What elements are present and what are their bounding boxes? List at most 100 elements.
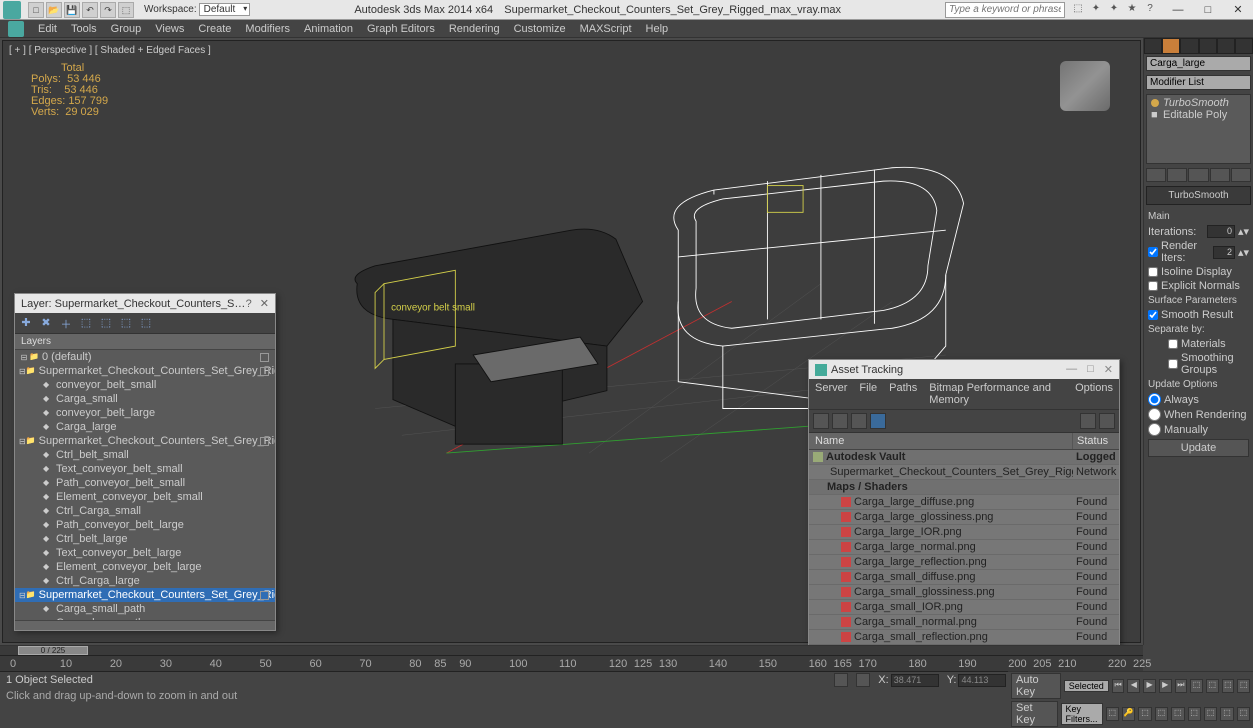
asset-row[interactable]: Carga_large_reflection.pngFound xyxy=(809,555,1119,570)
menu-help[interactable]: Help xyxy=(646,23,669,35)
menu-rendering[interactable]: Rendering xyxy=(449,23,500,35)
goto-start-icon[interactable]: ⏮ xyxy=(1112,679,1125,693)
layer-row[interactable]: ◆Path_conveyor_belt_large xyxy=(15,518,275,532)
layer-row[interactable]: ◆Ctrl_Carga_large xyxy=(15,574,275,588)
prefs-icon[interactable] xyxy=(1080,413,1096,429)
nav-1-icon[interactable]: ⬚ xyxy=(1190,679,1203,693)
nav-6-icon[interactable]: ⬚ xyxy=(1155,707,1168,721)
rollout-turbosmooth[interactable]: TurboSmooth xyxy=(1146,186,1251,205)
layer-row[interactable]: ◆Ctrl_Carga_small xyxy=(15,504,275,518)
layer-row[interactable]: ⊟📁Supermarket_Checkout_Counters_Set_Grey… xyxy=(15,364,275,378)
x-coord-input[interactable] xyxy=(891,674,939,687)
asset-panel-titlebar[interactable]: Asset Tracking —□✕ xyxy=(809,360,1119,379)
sep-materials-check[interactable] xyxy=(1168,339,1178,349)
qat-save-icon[interactable]: 💾 xyxy=(64,2,80,18)
layer-row[interactable]: ◆Element_conveyor_belt_small xyxy=(15,490,275,504)
update-button[interactable]: Update xyxy=(1148,439,1249,457)
asset-row[interactable]: Carga_large_normal.pngFound xyxy=(809,540,1119,555)
layer-row[interactable]: ◆conveyor_belt_large xyxy=(15,406,275,420)
nav-2-icon[interactable]: ⬚ xyxy=(1206,679,1219,693)
qat-link-icon[interactable]: ⬚ xyxy=(118,2,134,18)
application-button-icon[interactable] xyxy=(8,21,24,37)
qat-redo-icon[interactable]: ↷ xyxy=(100,2,116,18)
menu-server[interactable]: Server xyxy=(815,382,847,406)
asset-row[interactable]: Carga_small_diffuse.pngFound xyxy=(809,570,1119,585)
tab-hierarchy-icon[interactable] xyxy=(1180,38,1198,54)
exchange-icon[interactable]: ✦ xyxy=(1107,3,1121,17)
nav-4-icon[interactable]: ⬚ xyxy=(1237,679,1250,693)
time-slider-knob[interactable]: 0 / 225 xyxy=(18,646,88,655)
view-tree-icon[interactable] xyxy=(832,413,848,429)
select-objects-icon[interactable]: ⬚ xyxy=(79,316,93,330)
key-icon[interactable]: 🔑 xyxy=(1122,707,1135,721)
maximize-button[interactable]: □ xyxy=(1193,1,1223,19)
view-list-icon[interactable] xyxy=(851,413,867,429)
asset-row[interactable]: Carga_small_reflection.pngFound xyxy=(809,630,1119,645)
workspace-dropdown[interactable]: Default xyxy=(199,3,251,16)
asset-list[interactable]: Autodesk VaultLogged OutSupermarket_Chec… xyxy=(809,450,1119,645)
subscription-icon[interactable]: ✦ xyxy=(1089,3,1103,17)
layer-tree[interactable]: ⊟📁0 (default)⊟📁Supermarket_Checkout_Coun… xyxy=(15,350,275,620)
qat-undo-icon[interactable]: ↶ xyxy=(82,2,98,18)
viewcube-icon[interactable] xyxy=(1060,61,1110,111)
asset-row[interactable]: Carga_large_glossiness.pngFound xyxy=(809,510,1119,525)
asset-row[interactable]: Maps / Shaders xyxy=(809,480,1119,495)
layer-row[interactable]: ⊟📁Supermarket_Checkout_Counters_Set_Grey… xyxy=(15,588,275,602)
snap-icon[interactable] xyxy=(856,673,870,687)
layer-scrollbar[interactable] xyxy=(15,620,275,630)
smooth-result-check[interactable] xyxy=(1148,310,1158,320)
refresh-icon[interactable] xyxy=(813,413,829,429)
tab-utilities-icon[interactable] xyxy=(1235,38,1253,54)
bulb-icon[interactable] xyxy=(1151,99,1159,107)
tab-display-icon[interactable] xyxy=(1217,38,1235,54)
asset-row[interactable]: Supermarket_Checkout_Counters_Set_Grey_R… xyxy=(809,465,1119,480)
favorites-icon[interactable]: ★ xyxy=(1125,3,1139,17)
nav-5-icon[interactable]: ⬚ xyxy=(1138,707,1151,721)
minimize-button[interactable]: — xyxy=(1163,1,1193,19)
lock-icon[interactable] xyxy=(834,673,848,687)
menu-customize[interactable]: Customize xyxy=(514,23,566,35)
menu-maxscript[interactable]: MAXScript xyxy=(580,23,632,35)
object-name-field[interactable]: Carga_large xyxy=(1146,56,1251,71)
tab-motion-icon[interactable] xyxy=(1199,38,1217,54)
upd-manual-radio[interactable] xyxy=(1148,423,1161,436)
asset-row[interactable]: Carga_small_IOR.pngFound xyxy=(809,600,1119,615)
menu-modifiers[interactable]: Modifiers xyxy=(245,23,290,35)
layer-row[interactable]: ◆Path_conveyor_belt_small xyxy=(15,476,275,490)
menu-tools[interactable]: Tools xyxy=(71,23,97,35)
nav-8-icon[interactable]: ⬚ xyxy=(1188,707,1201,721)
layer-row[interactable]: ◆Carga_large xyxy=(15,420,275,434)
modifier-list-dropdown[interactable]: Modifier List xyxy=(1146,75,1251,90)
add-to-layer-icon[interactable]: ＋ xyxy=(59,316,73,330)
proxy-icon[interactable] xyxy=(1099,413,1115,429)
next-frame-icon[interactable]: ▶ xyxy=(1159,679,1172,693)
freeze-icon[interactable]: ⬚ xyxy=(139,316,153,330)
nav-3-icon[interactable]: ⬚ xyxy=(1222,679,1235,693)
menu-paths[interactable]: Paths xyxy=(889,382,917,406)
prev-frame-icon[interactable]: ◀ xyxy=(1127,679,1140,693)
nav-11-icon[interactable]: ⬚ xyxy=(1237,707,1250,721)
menu-grapheditors[interactable]: Graph Editors xyxy=(367,23,435,35)
menu-group[interactable]: Group xyxy=(111,23,142,35)
menu-views[interactable]: Views xyxy=(155,23,184,35)
layer-row[interactable]: ◆Carga_small xyxy=(15,392,275,406)
time-ruler[interactable]: 0102030405060708085901001101201251301401… xyxy=(0,656,1143,672)
show-end-icon[interactable] xyxy=(1167,168,1187,182)
qat-new-icon[interactable]: □ xyxy=(28,2,44,18)
layer-row[interactable]: ⊟📁Supermarket_Checkout_Counters_Set_Grey… xyxy=(15,434,275,448)
timeconfig-icon[interactable]: ⬚ xyxy=(1106,707,1119,721)
delete-layer-icon[interactable]: ✖ xyxy=(39,316,53,330)
render-iters-spinner[interactable]: 2 xyxy=(1213,246,1235,259)
qat-open-icon[interactable]: 📂 xyxy=(46,2,62,18)
asset-row[interactable]: Carga_large_IOR.pngFound xyxy=(809,525,1119,540)
viewport-label[interactable]: [ + ] [ Perspective ] [ Shaded + Edged F… xyxy=(9,45,211,56)
menu-edit[interactable]: Edit xyxy=(38,23,57,35)
menu-bitmap[interactable]: Bitmap Performance and Memory xyxy=(929,382,1063,406)
y-coord-input[interactable] xyxy=(958,674,1006,687)
time-slider[interactable]: 0 / 225 xyxy=(0,646,1143,656)
layer-row[interactable]: ◆Ctrl_belt_small xyxy=(15,448,275,462)
close-icon[interactable]: ✕ xyxy=(1104,363,1113,376)
asset-row[interactable]: Carga_small_normal.pngFound xyxy=(809,615,1119,630)
infocenter-icon[interactable]: ⬚ xyxy=(1071,3,1085,17)
layer-panel-titlebar[interactable]: Layer: Supermarket_Checkout_Counters_Set… xyxy=(15,294,275,313)
